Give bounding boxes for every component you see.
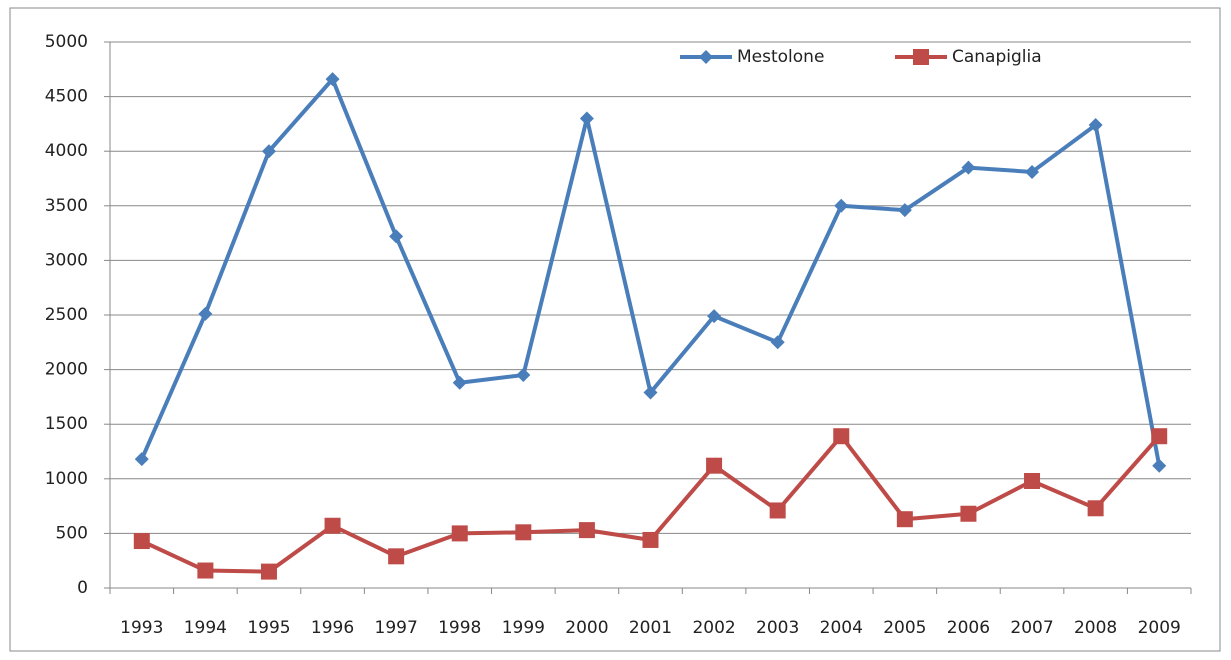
x-tick-label: 2004: [820, 618, 863, 638]
data-point: [961, 160, 976, 175]
data-point: [642, 531, 659, 548]
y-tick-label: 1000: [45, 469, 88, 489]
data-point: [833, 428, 850, 445]
data-point: [388, 548, 405, 565]
data-point: [578, 522, 595, 539]
y-tick-label: 500: [56, 523, 88, 543]
data-point: [261, 144, 276, 159]
y-tick-label: 5000: [45, 32, 88, 52]
x-tick-label: 2002: [692, 618, 735, 638]
data-point: [198, 306, 213, 321]
x-tick-label: 2000: [565, 618, 608, 638]
x-tick-label: 1993: [120, 618, 163, 638]
data-point: [197, 562, 214, 579]
data-point: [643, 385, 658, 400]
x-tick-label: 2006: [947, 618, 990, 638]
data-point: [134, 452, 149, 467]
data-point: [1024, 472, 1041, 489]
data-point: [516, 368, 531, 383]
data-point: [324, 517, 341, 534]
chart-frame: [9, 7, 1221, 652]
data-point: [133, 533, 150, 550]
data-point: [896, 511, 913, 528]
y-tick-label: 4500: [45, 87, 88, 107]
data-point: [897, 203, 912, 218]
data-point: [260, 563, 277, 580]
x-tick-label: 1997: [375, 618, 418, 638]
legend-label: Mestolone: [737, 47, 824, 67]
data-point: [451, 525, 468, 542]
data-point: [452, 375, 467, 390]
x-tick-label: 1994: [184, 618, 227, 638]
data-point: [770, 335, 785, 350]
x-tick-label: 2007: [1010, 618, 1053, 638]
x-tick-label: 1998: [438, 618, 481, 638]
legend-label: Canapiglia: [952, 47, 1042, 67]
y-tick-label: 2500: [45, 305, 88, 325]
x-tick-label: 2003: [756, 618, 799, 638]
x-tick-label: 2005: [883, 618, 926, 638]
data-point: [515, 524, 532, 541]
data-point: [325, 72, 340, 87]
x-tick-label: 1999: [502, 618, 545, 638]
x-tick-label: 1995: [247, 618, 290, 638]
y-tick-label: 1500: [45, 414, 88, 434]
data-point: [960, 505, 977, 522]
data-point: [769, 502, 786, 519]
x-tick-label: 1996: [311, 618, 354, 638]
x-tick-label: 2009: [1138, 618, 1181, 638]
data-point: [1087, 500, 1104, 517]
data-point: [579, 111, 594, 126]
y-tick-label: 2000: [45, 360, 88, 380]
y-tick-label: 3500: [45, 196, 88, 216]
data-point: [1152, 458, 1167, 473]
y-tick-label: 4000: [45, 141, 88, 161]
data-point: [1088, 117, 1103, 132]
y-tick-label: 0: [77, 578, 88, 598]
data-point: [707, 309, 722, 324]
x-tick-label: 2008: [1074, 618, 1117, 638]
data-point: [1151, 428, 1168, 445]
data-point: [706, 457, 723, 474]
data-point: [834, 198, 849, 213]
data-point: [389, 229, 404, 244]
y-tick-label: 3000: [45, 250, 88, 270]
legend-marker: [699, 50, 713, 64]
x-tick-label: 2001: [629, 618, 672, 638]
data-point: [1025, 164, 1040, 179]
legend-marker: [913, 49, 929, 65]
